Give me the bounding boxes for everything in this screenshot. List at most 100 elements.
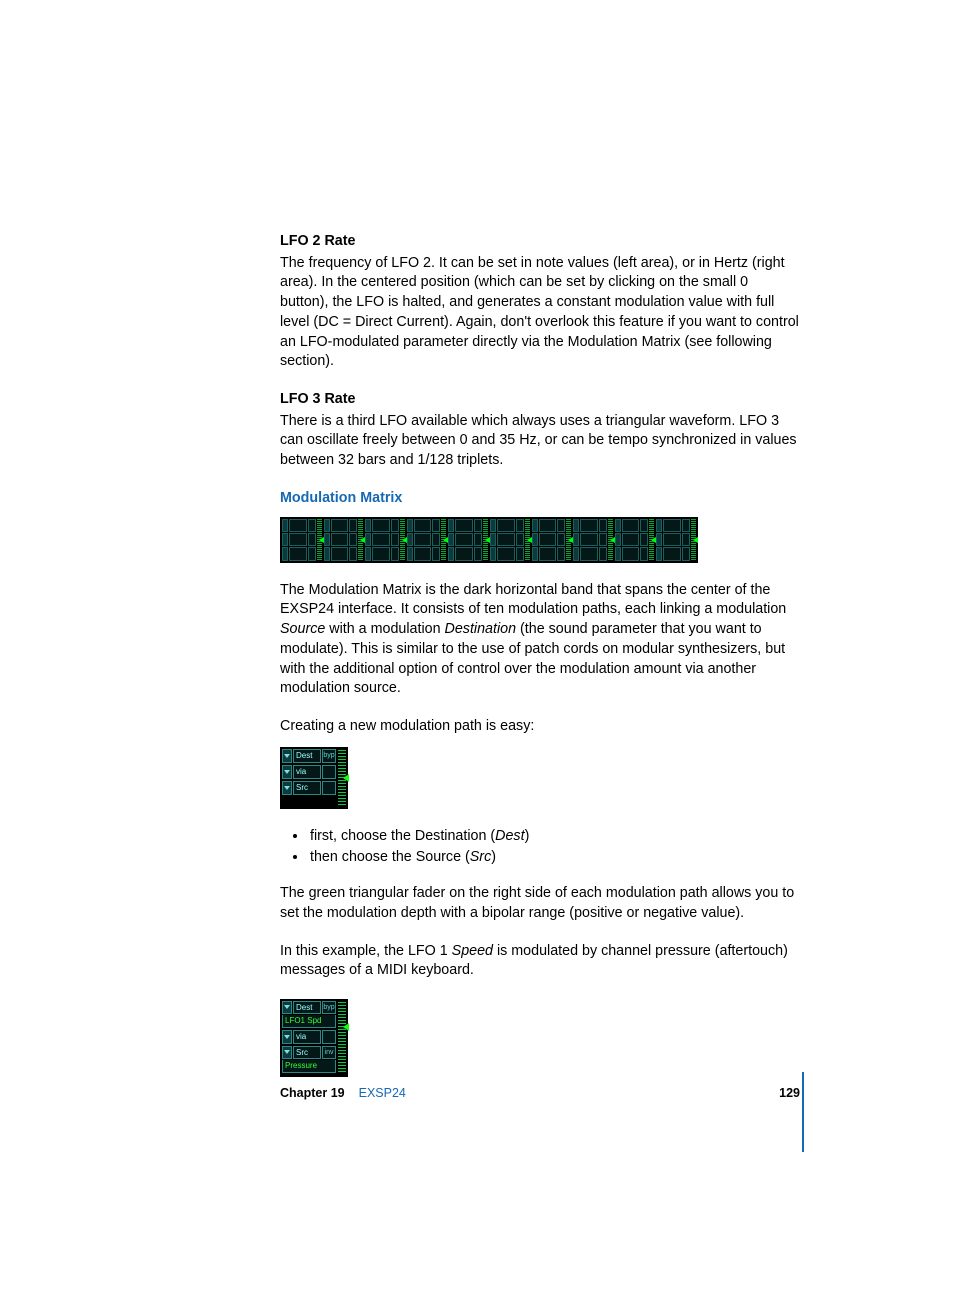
dropdown-icon[interactable] (282, 749, 292, 763)
slot-value[interactable] (391, 547, 399, 560)
slot-field[interactable] (289, 533, 307, 546)
fader-knob-icon[interactable] (568, 537, 573, 543)
fader-knob-icon[interactable] (527, 537, 532, 543)
dropdown-icon[interactable] (615, 533, 621, 546)
fader-knob-icon[interactable] (651, 537, 656, 543)
slot-field[interactable] (663, 547, 681, 560)
slot-value[interactable] (432, 547, 440, 560)
slot-field[interactable] (580, 519, 598, 532)
via-field[interactable]: via (293, 1030, 321, 1044)
slot-value[interactable] (349, 519, 357, 532)
dest-field[interactable]: Dest (293, 749, 321, 763)
src-value[interactable] (322, 781, 336, 795)
slot-value[interactable] (557, 519, 565, 532)
slot-value[interactable] (474, 519, 482, 532)
dest-field[interactable]: Dest (293, 1001, 321, 1014)
slot-field[interactable] (580, 533, 598, 546)
dest-value[interactable]: byp (322, 749, 336, 763)
slot-value[interactable] (516, 533, 524, 546)
slot-field[interactable] (622, 547, 640, 560)
dropdown-icon[interactable] (573, 547, 579, 560)
fader-knob-icon[interactable] (443, 537, 448, 543)
fader-knob-icon[interactable] (319, 537, 324, 543)
slot-value[interactable] (557, 547, 565, 560)
dropdown-icon[interactable] (365, 519, 371, 532)
slot-value[interactable] (682, 547, 690, 560)
slot-field[interactable] (539, 519, 557, 532)
dropdown-icon[interactable] (324, 533, 330, 546)
slot-value[interactable] (640, 519, 648, 532)
dropdown-icon[interactable] (532, 533, 538, 546)
slot-field[interactable] (331, 547, 349, 560)
slot-value[interactable] (682, 519, 690, 532)
dropdown-icon[interactable] (656, 547, 662, 560)
slot-value[interactable] (391, 519, 399, 532)
dropdown-icon[interactable] (282, 1046, 292, 1059)
slot-field[interactable] (289, 519, 307, 532)
slot-value[interactable] (474, 547, 482, 560)
slot-value[interactable] (557, 533, 565, 546)
slot-fader[interactable] (691, 519, 696, 561)
slot-field[interactable] (455, 547, 473, 560)
dropdown-icon[interactable] (448, 533, 454, 546)
slot-value[interactable] (308, 547, 316, 560)
slot-field[interactable] (663, 519, 681, 532)
dropdown-icon[interactable] (532, 519, 538, 532)
dropdown-icon[interactable] (365, 547, 371, 560)
slot-field[interactable] (497, 519, 515, 532)
slot-field[interactable] (372, 519, 390, 532)
dropdown-icon[interactable] (407, 533, 413, 546)
slot-field[interactable] (539, 547, 557, 560)
slot-fader[interactable] (525, 519, 530, 561)
slot-field[interactable] (331, 519, 349, 532)
slot-field[interactable] (455, 519, 473, 532)
slot-value[interactable] (349, 547, 357, 560)
dropdown-icon[interactable] (490, 533, 496, 546)
slot-field[interactable] (580, 547, 598, 560)
dropdown-icon[interactable] (615, 519, 621, 532)
dropdown-icon[interactable] (407, 547, 413, 560)
slot-field[interactable] (331, 533, 349, 546)
slot-field[interactable] (622, 519, 640, 532)
slot-value[interactable] (516, 547, 524, 560)
via-value[interactable] (322, 765, 336, 779)
slot-value[interactable] (599, 519, 607, 532)
dropdown-icon[interactable] (490, 519, 496, 532)
fader-knob-icon[interactable] (610, 537, 615, 543)
slot-value[interactable] (599, 533, 607, 546)
fader-knob-icon[interactable] (485, 537, 490, 543)
fader-knob-icon[interactable] (402, 537, 407, 543)
dropdown-icon[interactable] (282, 519, 288, 532)
dropdown-icon[interactable] (407, 519, 413, 532)
slot-field[interactable] (414, 547, 432, 560)
dropdown-icon[interactable] (324, 547, 330, 560)
slot-value[interactable] (474, 533, 482, 546)
slot-fader[interactable] (566, 519, 571, 561)
src-value[interactable]: inv (322, 1046, 336, 1059)
slot-fader[interactable] (483, 519, 488, 561)
slot-field[interactable] (663, 533, 681, 546)
dropdown-icon[interactable] (448, 519, 454, 532)
slot-field[interactable] (622, 533, 640, 546)
via-value[interactable] (322, 1030, 336, 1044)
dropdown-icon[interactable] (448, 547, 454, 560)
slot-value[interactable] (640, 547, 648, 560)
slot-value[interactable] (432, 533, 440, 546)
slot-field[interactable] (414, 519, 432, 532)
dropdown-icon[interactable] (656, 519, 662, 532)
fader-knob-icon[interactable] (343, 1023, 349, 1031)
slot-field[interactable] (539, 533, 557, 546)
dropdown-icon[interactable] (490, 547, 496, 560)
fader-knob-icon[interactable] (693, 537, 698, 543)
slot-value[interactable] (682, 533, 690, 546)
slot-fader[interactable] (400, 519, 405, 561)
dropdown-icon[interactable] (282, 533, 288, 546)
slot-value[interactable] (308, 519, 316, 532)
slot-value[interactable] (349, 533, 357, 546)
slot-value[interactable] (599, 547, 607, 560)
dropdown-icon[interactable] (324, 519, 330, 532)
src-field[interactable]: Src (293, 781, 321, 795)
dropdown-icon[interactable] (282, 1030, 292, 1044)
slot-fader[interactable] (338, 749, 346, 807)
src-field[interactable]: Src (293, 1046, 321, 1059)
